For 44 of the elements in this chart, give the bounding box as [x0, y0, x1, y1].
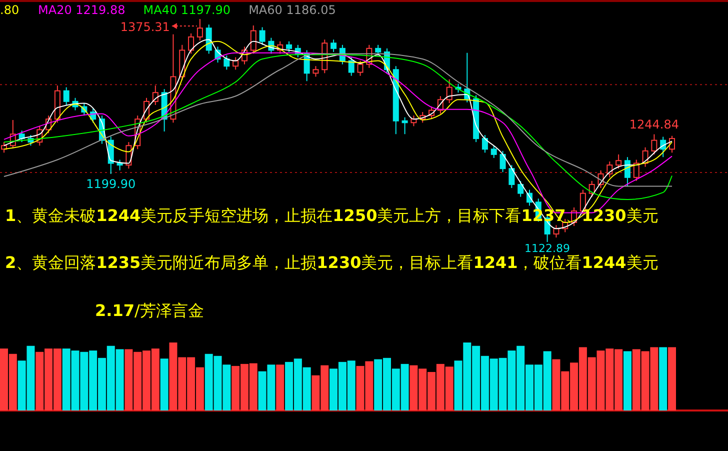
candlestick	[206, 24, 212, 54]
bar	[659, 347, 668, 410]
candlestick	[490, 145, 497, 158]
candlestick	[250, 24, 256, 54]
candlestick	[402, 116, 408, 135]
candlestick	[357, 60, 364, 76]
bar	[668, 347, 676, 410]
candlestick	[259, 26, 266, 46]
candlestick	[633, 159, 640, 182]
text: 2.17/芳泽言金	[95, 301, 204, 320]
annotation: 1375.31	[120, 20, 170, 34]
text: MA20 1219.88	[38, 3, 126, 17]
candlestick	[624, 156, 630, 187]
annotation: 1244.84	[629, 117, 679, 132]
candlestick	[312, 66, 319, 78]
candlestick	[188, 32, 194, 54]
annotation: 1122.89	[524, 242, 570, 255]
bar	[623, 351, 632, 410]
candlestick	[348, 56, 354, 76]
candlestick	[446, 78, 452, 104]
candlestick	[152, 85, 158, 106]
candlestick	[330, 39, 337, 52]
candlestick	[375, 44, 382, 56]
annotation: 1199.90	[86, 176, 136, 191]
candlestick	[500, 150, 506, 173]
candlestick	[482, 134, 488, 154]
candlestick	[651, 134, 658, 155]
candlestick	[224, 54, 230, 70]
text: 2、黄金回落1235美元附近布局多单，止损1230美元，目标上看1241，破位看1244美元	[5, 253, 658, 272]
text: MA40 1197.90	[143, 3, 231, 17]
candlestick	[606, 161, 613, 178]
candlestick	[116, 159, 123, 171]
candlestick	[518, 180, 524, 198]
candlestick	[616, 154, 622, 170]
candlestick	[196, 18, 203, 41]
candlestick	[63, 86, 70, 106]
text: .80	[0, 3, 20, 17]
text: MA60 1186.05	[248, 3, 336, 17]
candlestick	[286, 40, 292, 52]
bar	[276, 364, 284, 410]
bar	[160, 358, 168, 410]
candlestick	[553, 224, 560, 238]
candlestick	[232, 56, 239, 70]
candlestick	[508, 164, 515, 189]
